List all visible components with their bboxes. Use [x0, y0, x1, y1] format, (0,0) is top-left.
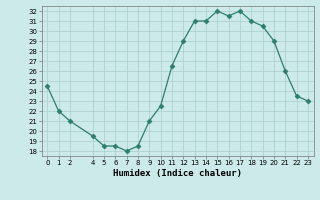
X-axis label: Humidex (Indice chaleur): Humidex (Indice chaleur)	[113, 169, 242, 178]
